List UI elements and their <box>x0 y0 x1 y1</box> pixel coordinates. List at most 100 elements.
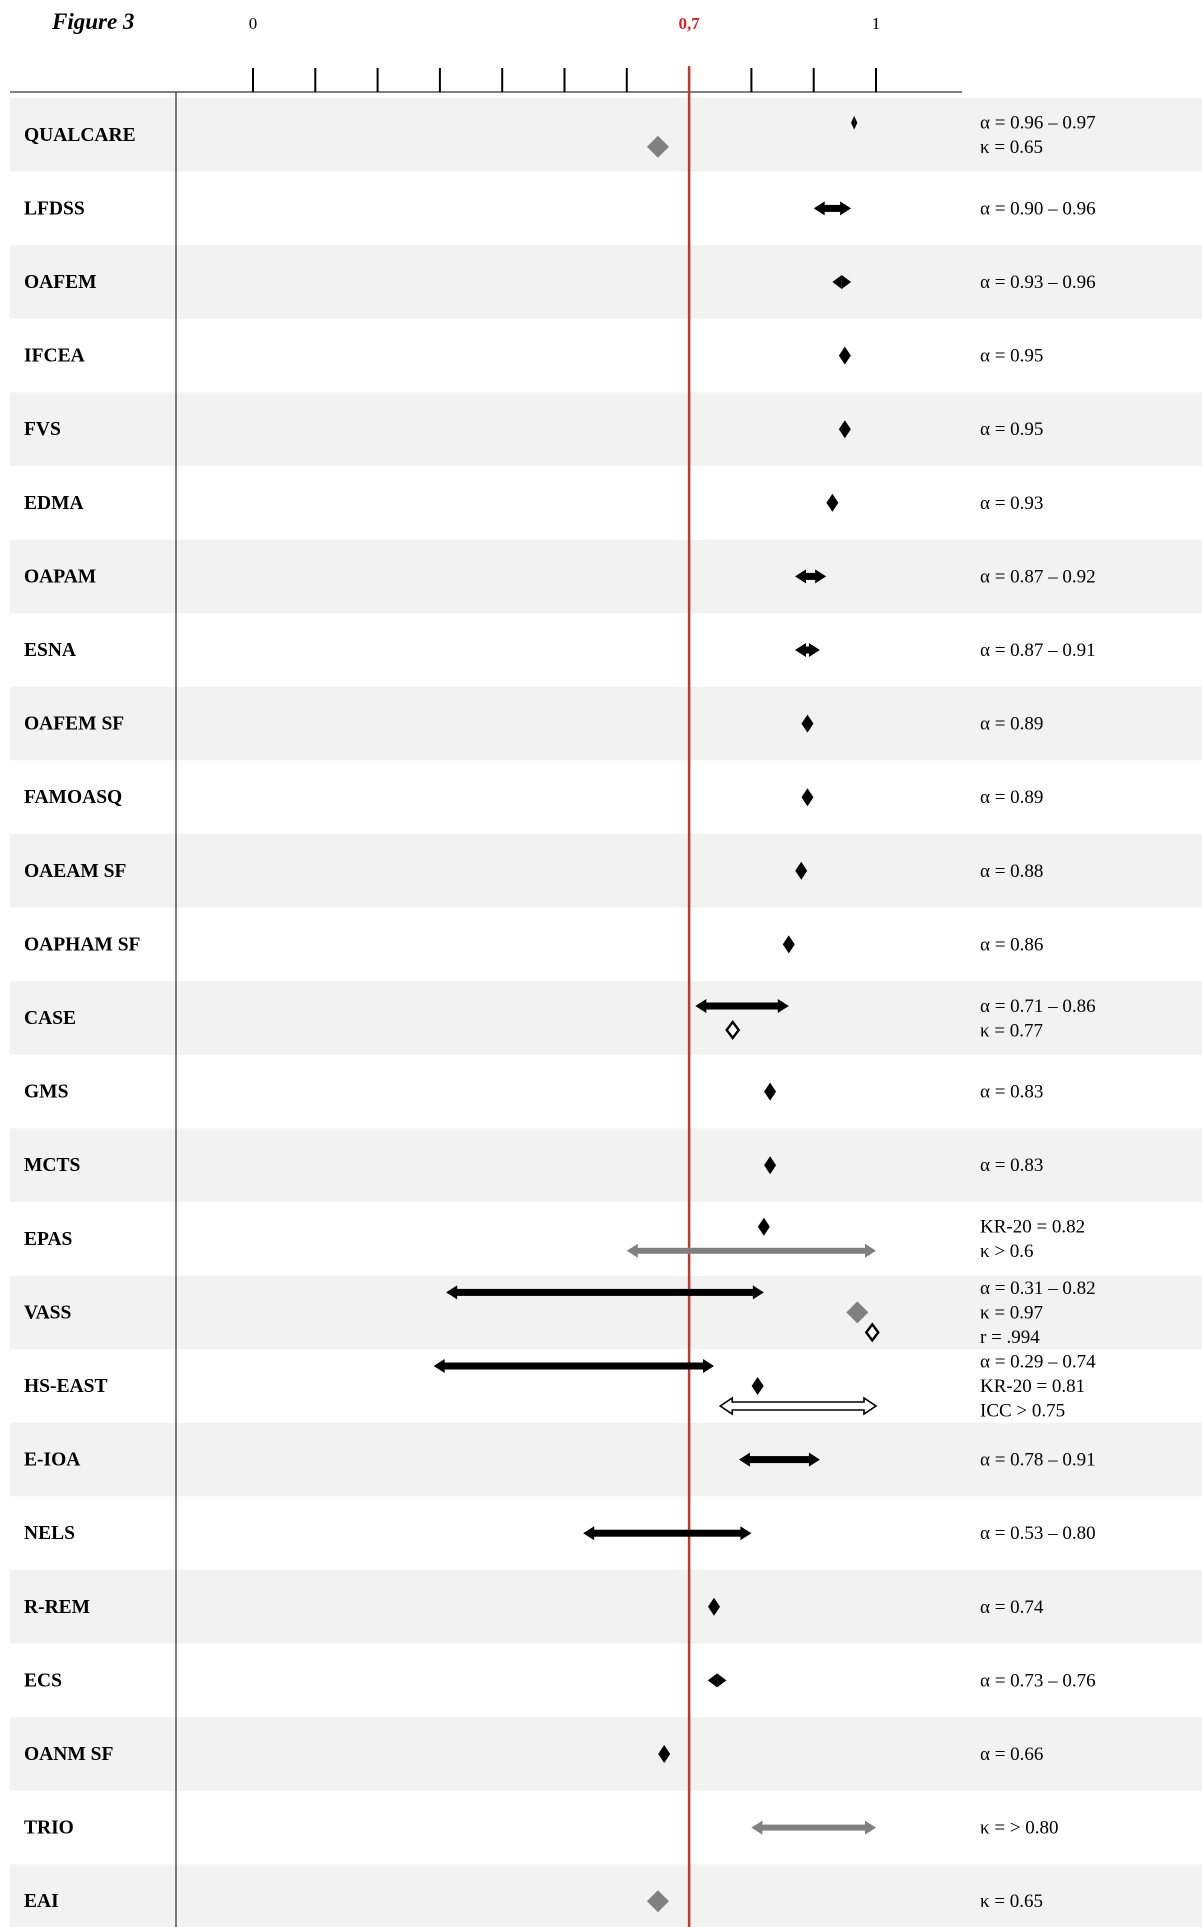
range-arrow-head <box>813 201 825 216</box>
row-label: FVS <box>24 419 61 440</box>
x-tick-label: 1 <box>872 14 881 33</box>
range-arrow-head <box>795 569 807 584</box>
row-label: ESNA <box>24 640 76 661</box>
range-arrow-head <box>832 275 842 289</box>
stat-line: KR-20 = 0.81 <box>980 1376 1085 1397</box>
stat-line: α = 0.90 – 0.96 <box>980 198 1096 219</box>
x-tick-label: 0 <box>249 14 258 33</box>
black-point-marker <box>795 861 808 880</box>
row-label: QUALCARE <box>24 125 136 146</box>
row-background <box>10 1422 1202 1497</box>
black-point-marker <box>838 346 851 365</box>
gray-point-marker <box>646 1890 669 1913</box>
row-label: VASS <box>24 1302 71 1323</box>
x-axis: 0 0,7 1 <box>10 14 962 1927</box>
black-point-marker <box>658 1745 671 1763</box>
stat-line: α = 0.29 – 0.74 <box>980 1352 1096 1373</box>
stat-line: α = 0.89 <box>980 787 1043 808</box>
range-arrow-head <box>626 1243 638 1258</box>
range-arrow-head <box>851 115 855 130</box>
stat-line: α = 0.78 – 0.91 <box>980 1450 1096 1471</box>
black-point-marker <box>751 1377 764 1395</box>
black-point-marker <box>708 1597 721 1616</box>
range-arrow <box>738 1452 820 1467</box>
stat-line: α = 0.66 <box>980 1744 1043 1765</box>
range-arrow <box>446 1285 764 1300</box>
stat-line: α = 0.74 <box>980 1597 1044 1618</box>
row-label: HS-EAST <box>24 1376 107 1397</box>
range-arrow <box>795 643 820 657</box>
row-label: MCTS <box>24 1155 80 1176</box>
range-arrow <box>695 999 789 1013</box>
range-arrow <box>795 569 827 584</box>
gray-point-marker <box>846 1301 869 1324</box>
row-background <box>10 392 1202 466</box>
stat-line: κ > 0.6 <box>980 1241 1034 1262</box>
stat-line: α = 0.53 – 0.80 <box>980 1523 1096 1544</box>
row-background <box>10 834 1202 908</box>
gray-point-marker <box>646 135 669 158</box>
black-point-marker <box>801 714 814 733</box>
range-arrow-head <box>808 643 820 657</box>
stat-line: α = 0.87 – 0.91 <box>980 640 1096 661</box>
range-arrow-head <box>795 643 807 657</box>
x-tick-label: 0,7 <box>678 14 700 33</box>
row-label: E-IOA <box>24 1450 80 1471</box>
black-point-marker <box>757 1217 770 1236</box>
range-arrow-shaft <box>636 1247 866 1254</box>
range-arrow-shaft <box>443 1362 705 1370</box>
range-arrow-head <box>433 1359 445 1373</box>
stat-line: α = 0.88 <box>980 861 1043 882</box>
row-label: OANM SF <box>24 1744 113 1765</box>
row-background <box>10 1275 1202 1350</box>
row-label: OAPAM <box>24 566 96 587</box>
row-background <box>10 686 1202 761</box>
stat-line: α = 0.87 – 0.92 <box>980 566 1096 587</box>
range-arrow-head <box>815 569 827 584</box>
row-background <box>10 1717 1202 1791</box>
row-label: GMS <box>24 1082 69 1103</box>
row-label: ECS <box>24 1670 62 1691</box>
row-label: OAFEM SF <box>24 714 124 735</box>
stat-line: κ = 0.77 <box>980 1020 1043 1041</box>
row-label: LFDSS <box>24 198 85 219</box>
open-point-marker <box>864 1322 880 1343</box>
row-label: FAMOASQ <box>24 787 122 808</box>
chart-marks <box>433 66 880 1927</box>
range-arrow-head <box>854 115 858 130</box>
row-label: OAFEM <box>24 272 97 293</box>
row-labels: QUALCARE LFDSS OAFEM IFCEA FVS EDMA OAPAM ESNA O… <box>24 125 140 1912</box>
range-arrow <box>832 275 852 289</box>
row-stats: α = 0.96 – 0.97 κ = 0.65 α = 0.90 – 0.96 α … <box>980 113 1096 1913</box>
stat-line: r = .994 <box>980 1327 1040 1348</box>
range-arrow <box>583 1526 752 1541</box>
stat-line: α = 0.96 – 0.97 <box>980 113 1096 134</box>
black-point-marker <box>826 493 839 512</box>
row-label: OAEAM SF <box>24 861 126 882</box>
stat-line: α = 0.93 <box>980 493 1043 514</box>
range-arrow-shape <box>718 1396 878 1416</box>
range-arrow-head <box>808 1452 820 1467</box>
range-arrow-shaft <box>805 646 810 654</box>
range-arrow-head <box>707 1673 718 1688</box>
row-label: EDMA <box>24 493 84 514</box>
black-point-marker <box>764 1082 777 1101</box>
range-arrow <box>751 1820 876 1835</box>
range-arrow-head <box>751 1820 763 1835</box>
range-arrow-shaft <box>705 1002 779 1010</box>
range-arrow-head <box>777 999 789 1013</box>
stat-line: α = 0.71 – 0.86 <box>980 996 1096 1017</box>
row-label: EAI <box>24 1891 59 1912</box>
row-background <box>10 1570 1202 1644</box>
row-label: R-REM <box>24 1597 90 1618</box>
range-arrow-shaft <box>748 1456 810 1464</box>
row-background <box>10 1864 1202 1927</box>
row-label: NELS <box>24 1523 75 1544</box>
stat-line: κ = 0.65 <box>980 1891 1043 1912</box>
range-arrow-head <box>583 1526 595 1541</box>
range-arrow-head <box>740 1526 752 1541</box>
range-arrow-head <box>738 1452 750 1467</box>
black-point-marker <box>838 420 851 439</box>
range-arrow-shaft <box>823 204 842 212</box>
